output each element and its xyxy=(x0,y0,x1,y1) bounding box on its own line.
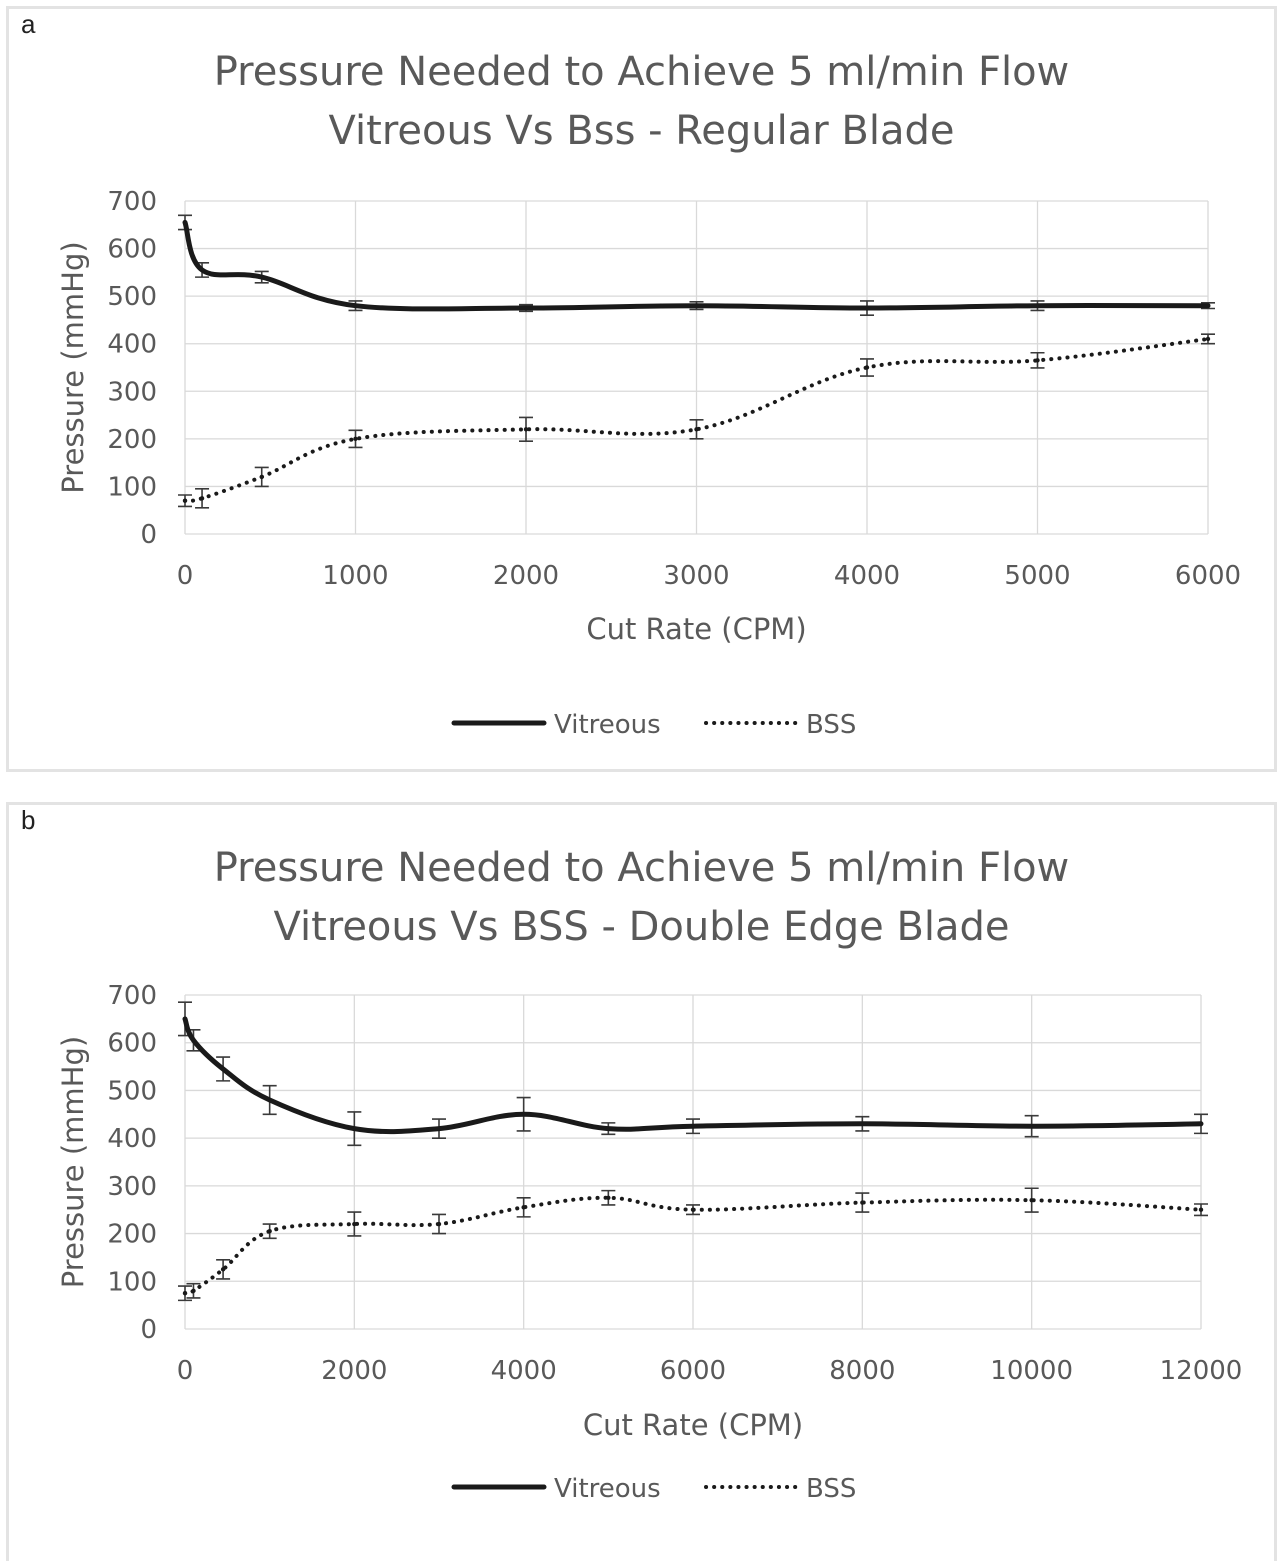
data-point xyxy=(353,436,358,442)
x-tick-label: 6000 xyxy=(1175,561,1241,591)
series-vitreous xyxy=(178,1001,1208,1147)
y-axis-label: Pressure (mmHg) xyxy=(56,241,90,493)
x-tick-label: 12000 xyxy=(1160,1356,1243,1386)
x-tick-label: 1000 xyxy=(322,561,388,591)
data-point xyxy=(523,427,529,432)
y-tick-label: 600 xyxy=(107,235,157,265)
x-tick-label: 2000 xyxy=(321,1356,387,1386)
data-point xyxy=(1198,1207,1204,1212)
legend-label: Vitreous xyxy=(554,710,661,740)
chart-title: Pressure Needed to Achieve 5 ml/min Flow xyxy=(214,845,1070,891)
x-tick-label: 6000 xyxy=(660,1356,726,1386)
x-tick-label: 2000 xyxy=(493,561,559,591)
x-tick-label: 5000 xyxy=(1004,561,1070,591)
series-line xyxy=(182,1016,1204,1135)
legend-label: BSS xyxy=(806,1474,856,1504)
legend-label: Vitreous xyxy=(554,1474,661,1504)
y-tick-label: 500 xyxy=(107,282,157,312)
panel-label: a xyxy=(21,9,36,39)
y-axis-label: Pressure (mmHg) xyxy=(56,1036,90,1288)
chart-subtitle: Vitreous Vs Bss - Regular Blade xyxy=(329,108,955,154)
y-tick-label: 700 xyxy=(107,981,157,1011)
chart-svg: Pressure Needed to Achieve 5 ml/min Flow… xyxy=(56,845,1243,1504)
series-bss xyxy=(178,1187,1208,1302)
y-tick-label: 500 xyxy=(107,1076,157,1106)
y-tick-label: 200 xyxy=(107,1220,157,1250)
y-tick-label: 0 xyxy=(140,1315,157,1345)
x-axis-label: Cut Rate (CPM) xyxy=(586,612,806,646)
y-tick-label: 400 xyxy=(107,330,157,360)
y-tick-label: 100 xyxy=(107,472,157,502)
chart-panel-b: b Pressure Needed to Achieve 5 ml/min Fl… xyxy=(6,802,1277,1561)
chart-subtitle: Vitreous Vs BSS - Double Edge Blade xyxy=(273,904,1009,950)
x-tick-label: 4000 xyxy=(491,1356,557,1386)
series-line xyxy=(183,1195,1203,1296)
legend: Vitreous BSS xyxy=(451,1474,856,1504)
x-tick-label: 0 xyxy=(177,1356,194,1386)
y-tick-label: 700 xyxy=(107,187,157,217)
data-point xyxy=(1205,336,1211,342)
panel-label: b xyxy=(21,805,36,835)
y-tick-label: 200 xyxy=(107,425,157,455)
x-tick-label: 10000 xyxy=(990,1356,1073,1386)
series-bss xyxy=(178,333,1215,509)
y-tick-label: 100 xyxy=(107,1267,157,1297)
x-tick-label: 3000 xyxy=(663,561,729,591)
legend-label: BSS xyxy=(806,710,856,740)
x-tick-label: 4000 xyxy=(834,561,900,591)
legend: Vitreous BSS xyxy=(451,710,856,740)
y-tick-label: 400 xyxy=(107,1124,157,1154)
y-tick-label: 300 xyxy=(107,1172,157,1202)
x-tick-label: 0 xyxy=(177,561,194,591)
y-tick-label: 300 xyxy=(107,377,157,407)
y-tick-label: 0 xyxy=(140,520,157,550)
y-tick-label: 600 xyxy=(107,1029,157,1059)
series-line xyxy=(182,219,1211,312)
x-axis-label: Cut Rate (CPM) xyxy=(583,1408,803,1442)
chart-title: Pressure Needed to Achieve 5 ml/min Flow xyxy=(214,49,1070,95)
x-tick-label: 8000 xyxy=(829,1356,895,1386)
series-vitreous xyxy=(178,214,1215,316)
chart-svg: Pressure Needed to Achieve 5 ml/min Flow… xyxy=(56,49,1241,740)
chart-panel-a: a Pressure Needed to Achieve 5 ml/min Fl… xyxy=(6,6,1277,772)
